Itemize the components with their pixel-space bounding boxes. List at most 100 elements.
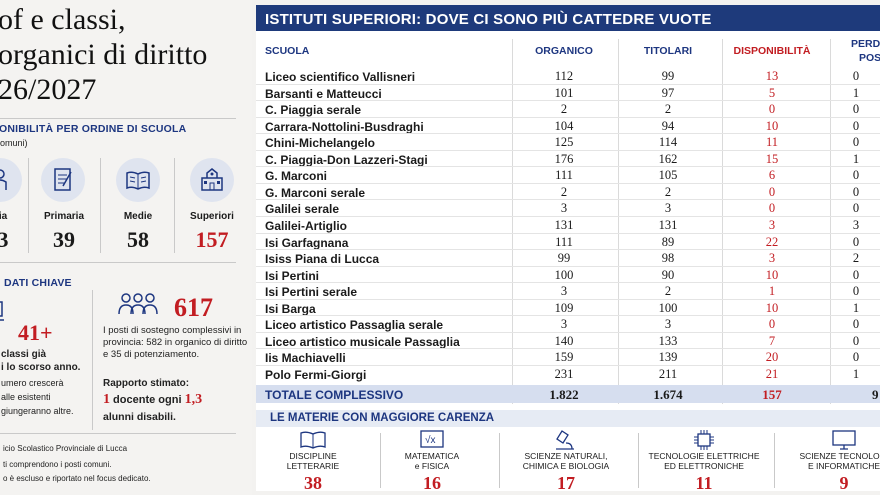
cell-organico: 2 (560, 102, 568, 117)
key-text-2: i lo scorso anno. (1, 362, 81, 373)
cell-organico: 3 (560, 201, 568, 216)
key-text-4: alle esistenti (1, 392, 51, 402)
cell-perdite: 0 (852, 102, 860, 117)
total-row: TOTALE COMPLESSIVO 1.822 1.674 157 9 (256, 385, 880, 403)
row-divider (256, 215, 880, 217)
cell-disponibilita: 0 (768, 102, 776, 117)
ratio-end: alunni disabili. (103, 411, 176, 423)
cell-scuola: Isi Barga (265, 301, 316, 316)
cell-organico: 2 (560, 184, 568, 199)
cell-perdite: 0 (852, 201, 860, 216)
row-divider (256, 265, 880, 267)
row-divider (256, 133, 880, 135)
row-divider (256, 331, 880, 333)
cell-titolari: 2 (664, 184, 672, 199)
cell-scuola: Polo Fermi-Giorgi (265, 367, 367, 382)
key-text-3: umero crescerà (1, 378, 64, 388)
row-divider (256, 364, 880, 366)
cell-disponibilita: 0 (768, 317, 776, 332)
table-row: Isiss Piana di Lucca 99 98 3 2 (256, 249, 880, 267)
category-value: 39 (53, 227, 75, 252)
cell-perdite: 0 (852, 234, 860, 249)
row-divider (256, 199, 880, 201)
cell-scuola: G. Marconi (265, 169, 328, 184)
cell-scuola: Isi Garfagnana (265, 235, 349, 250)
cell-organico: 99 (557, 251, 571, 266)
cell-titolari: 2 (664, 102, 672, 117)
cell-disponibilita: 10 (765, 300, 779, 315)
materia-label: SCIENZE NATURALI, CHIMICA E BIOLOGIA (522, 451, 610, 471)
cell-disponibilita: 21 (765, 366, 779, 381)
row-divider (256, 282, 880, 284)
cell-disponibilita: 0 (768, 184, 776, 199)
cell-titolari: 2 (664, 284, 672, 299)
cell-perdite: 0 (852, 267, 860, 282)
table-row: Isi Barga 109 100 10 1 (256, 298, 880, 316)
category-label: Medie (123, 211, 153, 222)
desk-icon (0, 301, 4, 321)
cell-titolari: 131 (658, 217, 678, 232)
materia-value: 17 (557, 473, 575, 491)
table-row: Liceo artistico Passaglia serale 3 3 0 0 (256, 315, 880, 332)
cell-titolari: 105 (658, 168, 678, 183)
cell-organico: 101 (554, 85, 574, 100)
availability-subheader: omuni) (0, 138, 28, 148)
support-text: I posti di sostegno complessivi in provi… (103, 325, 248, 360)
table-row: C. Piaggia-Don Lazzeri-Stagi 176 162 15 1 (256, 149, 880, 167)
cell-organico: 159 (554, 350, 574, 365)
cell-scuola: Liceo artistico musicale Passaglia (265, 334, 460, 349)
cell-perdite: 1 (852, 151, 860, 166)
cell-titolari: 3 (664, 201, 672, 216)
cell-organico: 112 (554, 69, 574, 83)
table-row: Liceo scientifico Vallisneri 112 99 13 0 (256, 68, 880, 84)
chip-icon (694, 430, 714, 450)
right-panel: ISTITUTI SUPERIORI: DOVE CI SONO PIÙ CAT… (256, 5, 880, 491)
cell-perdite: 3 (852, 217, 860, 232)
row-divider (256, 249, 880, 251)
cell-disponibilita: 0 (768, 201, 776, 216)
cell-disponibilita: 15 (765, 151, 779, 166)
divider (618, 39, 619, 404)
table-row: G. Marconi serale 2 2 0 0 (256, 182, 880, 200)
col-header-disponibilita: DISPONIBILITÀ (733, 45, 811, 57)
row-divider (256, 116, 880, 118)
table-row: Iis Machiavelli 159 139 20 0 (256, 348, 880, 365)
cell-perdite: 0 (852, 184, 860, 199)
microscope-icon (556, 430, 574, 450)
col-header-titolari: TITOLARI (643, 45, 693, 57)
materia-label: SCIENZE TECNOLOGI E INFORMATICHE (799, 451, 880, 471)
cell-disponibilita: 13 (765, 69, 779, 83)
svg-text:√x: √x (425, 434, 436, 446)
col-header-perdite-1: PERD (851, 38, 880, 50)
cell-titolari: 90 (661, 267, 675, 282)
divider (830, 39, 831, 404)
cell-organico: 3 (560, 317, 568, 332)
total-disponibilita: 157 (762, 387, 782, 402)
cell-titolari: 94 (661, 118, 675, 133)
row-divider (256, 166, 880, 168)
cell-perdite: 1 (852, 85, 860, 100)
cell-titolari: 99 (661, 69, 675, 83)
table-row: G. Marconi 111 105 6 0 (256, 166, 880, 184)
cell-scuola: Chini-Michelangelo (265, 136, 376, 151)
total-perdite: 9 (872, 387, 879, 402)
cell-organico: 176 (554, 151, 574, 166)
divider (512, 39, 513, 404)
col-header-perdite-2: POS (859, 52, 880, 64)
ratio-mid: docente ogni (110, 394, 185, 406)
cell-scuola: Isiss Piana di Lucca (265, 252, 380, 267)
cell-organico: 111 (555, 168, 573, 183)
table-row: Isi Pertini serale 3 2 1 0 (256, 282, 880, 299)
table-row: Polo Fermi-Giorgi 231 211 21 1 (256, 364, 880, 382)
support-value: 617 (174, 293, 213, 322)
cell-organico: 231 (554, 366, 574, 381)
cell-scuola: Carrara-Nottolini-Busdraghi (265, 119, 424, 134)
cell-disponibilita: 20 (765, 350, 779, 365)
title-line-2: organici di diritto (0, 38, 208, 71)
cell-organico: 131 (554, 217, 574, 232)
cell-titolari: 98 (661, 251, 675, 266)
cell-disponibilita: 22 (765, 234, 779, 249)
table-row: Liceo artistico musicale Passaglia 140 133… (256, 331, 880, 349)
cell-disponibilita: 5 (768, 85, 776, 100)
table-row: Carrara-Nottolini-Busdraghi 104 94 10 0 (256, 116, 880, 134)
